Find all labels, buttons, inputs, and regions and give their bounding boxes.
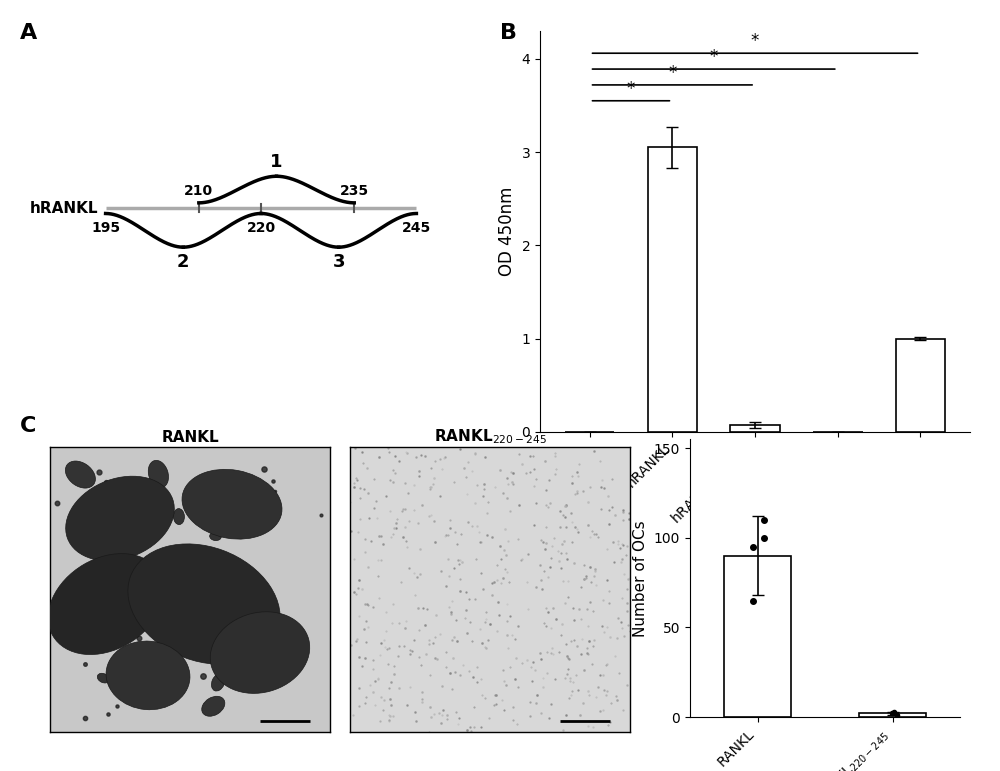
Text: 195: 195 bbox=[91, 221, 120, 234]
Ellipse shape bbox=[89, 587, 101, 595]
Ellipse shape bbox=[131, 680, 150, 706]
Text: 220: 220 bbox=[246, 221, 276, 234]
Ellipse shape bbox=[173, 509, 184, 524]
Ellipse shape bbox=[210, 532, 221, 540]
Text: hRANKL: hRANKL bbox=[30, 200, 98, 216]
Ellipse shape bbox=[97, 673, 109, 683]
Ellipse shape bbox=[65, 461, 95, 488]
Text: 245: 245 bbox=[402, 221, 431, 234]
Bar bbox=[896, 338, 945, 432]
Y-axis label: OD 450nm: OD 450nm bbox=[498, 187, 516, 276]
Text: 3: 3 bbox=[332, 253, 345, 271]
Bar bbox=[859, 713, 926, 717]
Ellipse shape bbox=[182, 470, 282, 539]
Text: 235: 235 bbox=[340, 184, 369, 198]
Ellipse shape bbox=[66, 476, 174, 561]
Text: C: C bbox=[20, 416, 36, 436]
Ellipse shape bbox=[148, 460, 168, 488]
Bar bbox=[724, 556, 791, 717]
Text: *: * bbox=[709, 49, 718, 66]
Ellipse shape bbox=[211, 674, 225, 691]
Text: *: * bbox=[751, 32, 759, 50]
Text: A: A bbox=[20, 23, 37, 43]
Bar bbox=[730, 426, 780, 432]
Ellipse shape bbox=[128, 544, 280, 665]
Ellipse shape bbox=[267, 658, 281, 670]
Text: 1: 1 bbox=[270, 153, 283, 171]
Ellipse shape bbox=[132, 574, 149, 593]
Ellipse shape bbox=[202, 696, 225, 716]
Text: *: * bbox=[668, 64, 676, 82]
Title: RANKL$_{220-245}$: RANKL$_{220-245}$ bbox=[434, 428, 546, 446]
Y-axis label: Number of OCs: Number of OCs bbox=[633, 520, 648, 637]
Text: *: * bbox=[627, 80, 635, 98]
Ellipse shape bbox=[210, 611, 310, 693]
Text: 2: 2 bbox=[177, 253, 190, 271]
Ellipse shape bbox=[48, 554, 164, 655]
Title: RANKL: RANKL bbox=[161, 429, 219, 445]
Text: B: B bbox=[500, 23, 517, 43]
Bar bbox=[648, 147, 697, 432]
Ellipse shape bbox=[123, 539, 136, 557]
Text: 210: 210 bbox=[184, 184, 213, 198]
Ellipse shape bbox=[106, 641, 190, 709]
